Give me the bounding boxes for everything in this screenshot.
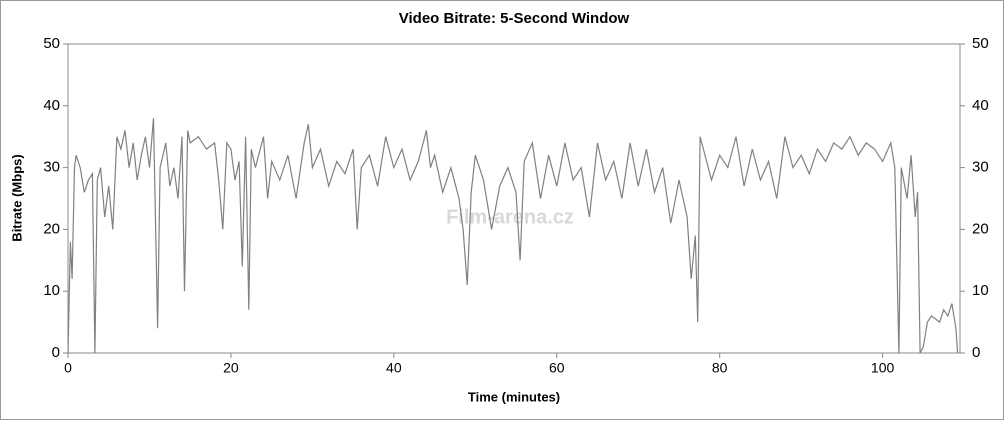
x-tick-label: 100 <box>871 360 895 376</box>
plot-area <box>67 43 961 354</box>
x-tick-label: 20 <box>223 360 239 376</box>
data-line <box>67 118 959 354</box>
y2-tick-label: 30 <box>972 159 989 176</box>
y-tick-label: 30 <box>43 159 60 176</box>
y-tick-label: 20 <box>43 220 60 237</box>
watermark: Film-arena.cz <box>446 206 574 228</box>
x-tick-label: 0 <box>64 360 72 376</box>
y2-tick-label: 0 <box>972 344 980 361</box>
chart-title: Video Bitrate: 5-Second Window <box>399 10 630 27</box>
y-tick-label: 50 <box>43 35 60 52</box>
y2-tick-label: 50 <box>972 35 989 52</box>
x-tick-label: 80 <box>712 360 728 376</box>
y2-tick-label: 20 <box>972 220 989 237</box>
y-tick-label: 10 <box>43 282 60 299</box>
y-tick-label: 40 <box>43 97 60 114</box>
x-tick-label: 60 <box>549 360 565 376</box>
y-tick-label: 0 <box>52 344 60 361</box>
y2-tick-label: 40 <box>972 97 989 114</box>
x-axis-label: Time (minutes) <box>468 389 560 404</box>
x-tick-label: 40 <box>386 360 402 376</box>
y-axis-label: Bitrate (Mbps) <box>9 154 24 241</box>
y2-tick-label: 10 <box>972 282 989 299</box>
